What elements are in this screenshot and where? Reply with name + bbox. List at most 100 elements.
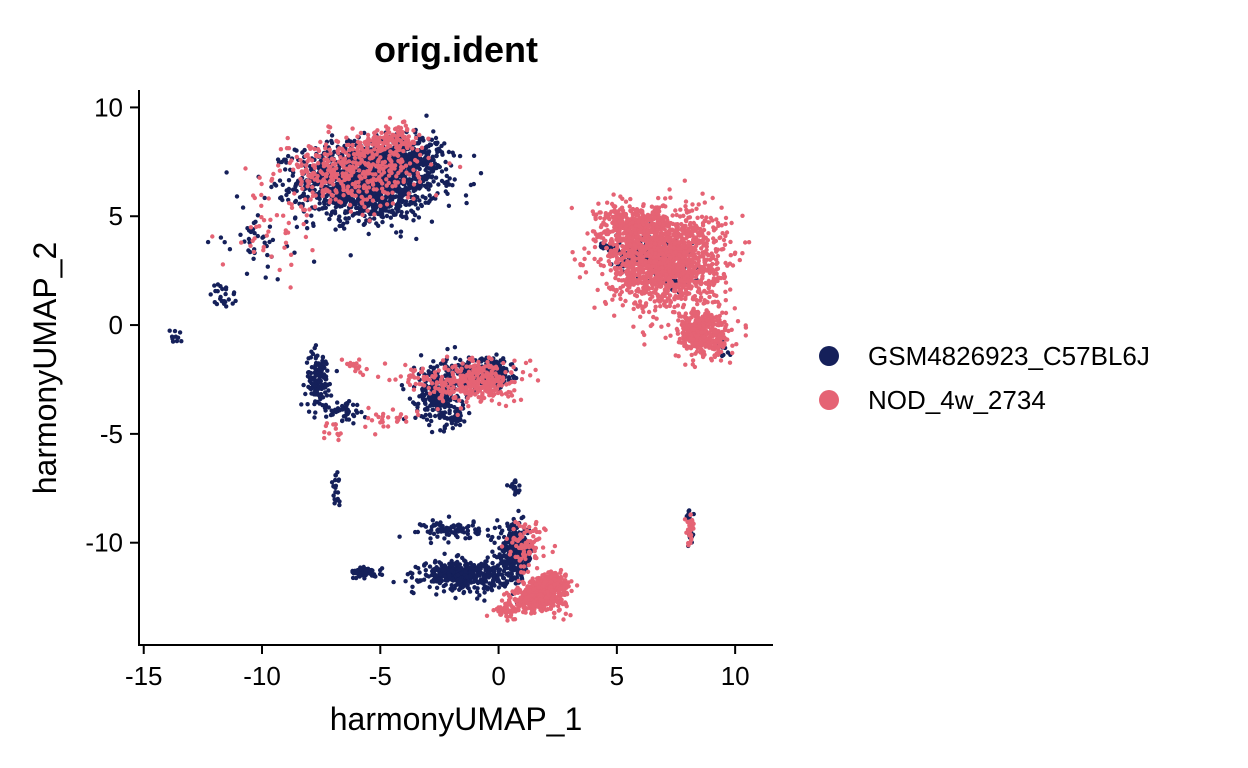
data-point xyxy=(280,197,285,203)
data-point xyxy=(498,367,504,373)
data-point xyxy=(305,374,311,379)
data-point xyxy=(322,157,327,162)
data-point xyxy=(372,147,377,152)
data-point xyxy=(503,554,508,559)
data-point xyxy=(174,338,180,344)
data-point xyxy=(453,422,459,427)
data-point xyxy=(470,570,475,575)
data-point xyxy=(429,162,434,167)
data-point xyxy=(501,576,507,581)
data-point xyxy=(374,152,379,157)
data-point xyxy=(294,148,299,153)
data-point xyxy=(334,172,339,177)
data-point xyxy=(335,139,341,144)
data-point xyxy=(315,387,320,393)
data-point xyxy=(381,140,386,146)
data-point xyxy=(294,224,300,230)
data-point xyxy=(350,569,355,575)
data-point xyxy=(366,203,371,208)
data-point xyxy=(417,570,422,575)
data-point xyxy=(458,357,463,363)
data-point xyxy=(430,174,435,179)
data-point xyxy=(430,518,435,523)
data-point xyxy=(414,236,419,242)
data-point xyxy=(462,419,467,424)
data-point xyxy=(496,360,501,365)
data-point xyxy=(390,194,395,199)
data-point xyxy=(723,221,728,227)
data-point xyxy=(347,202,353,208)
data-point xyxy=(479,561,484,566)
data-point xyxy=(376,138,381,143)
data-point xyxy=(313,399,318,404)
data-point xyxy=(321,164,327,169)
data-point xyxy=(432,560,438,565)
data-point xyxy=(370,205,376,210)
data-point xyxy=(415,404,420,410)
data-point xyxy=(396,170,401,176)
data-point xyxy=(696,250,701,256)
data-point xyxy=(335,400,340,405)
data-point xyxy=(397,534,402,539)
data-point xyxy=(495,518,500,523)
data-point xyxy=(351,160,356,165)
data-point xyxy=(450,524,455,529)
data-point xyxy=(289,205,295,210)
data-point xyxy=(319,181,325,187)
data-point xyxy=(455,572,461,578)
data-point xyxy=(290,187,296,192)
data-point xyxy=(719,205,724,210)
data-point xyxy=(305,402,310,407)
data-point xyxy=(514,375,519,381)
data-point xyxy=(439,169,445,174)
data-point xyxy=(433,196,438,201)
data-point xyxy=(255,233,260,239)
data-point xyxy=(478,171,484,176)
data-point xyxy=(434,153,439,159)
data-point xyxy=(399,141,404,147)
data-point xyxy=(387,153,392,158)
data-point xyxy=(402,134,407,140)
data-point xyxy=(495,576,500,581)
data-point xyxy=(364,139,369,144)
data-point xyxy=(354,147,360,153)
data-point xyxy=(428,530,433,536)
data-point xyxy=(400,119,406,125)
data-point xyxy=(668,195,673,200)
data-point xyxy=(719,223,724,228)
data-point xyxy=(457,164,463,170)
data-point xyxy=(445,372,451,377)
data-point xyxy=(439,143,444,149)
data-point xyxy=(332,209,337,215)
data-point xyxy=(420,391,425,397)
data-point xyxy=(342,196,348,201)
data-point xyxy=(281,213,286,218)
data-point xyxy=(286,189,291,195)
data-point xyxy=(424,144,430,149)
data-point xyxy=(506,375,512,380)
data-point xyxy=(307,207,312,212)
data-point xyxy=(362,576,367,581)
data-point xyxy=(328,197,333,203)
data-point xyxy=(427,193,432,198)
data-point xyxy=(725,350,731,355)
data-point xyxy=(355,198,361,203)
data-point xyxy=(394,194,399,199)
data-point xyxy=(431,366,436,371)
data-point xyxy=(413,187,418,192)
data-point xyxy=(277,178,283,183)
data-point xyxy=(358,140,363,145)
data-point xyxy=(403,579,408,584)
data-point xyxy=(358,130,364,136)
data-point xyxy=(345,142,350,148)
data-point xyxy=(346,153,351,158)
data-point xyxy=(373,163,378,168)
data-point xyxy=(274,213,280,218)
data-point xyxy=(312,146,317,152)
data-point xyxy=(315,173,320,179)
data-point xyxy=(286,178,292,183)
data-point xyxy=(339,161,344,166)
data-point xyxy=(386,209,392,214)
data-point xyxy=(449,418,454,423)
data-point xyxy=(330,162,336,167)
